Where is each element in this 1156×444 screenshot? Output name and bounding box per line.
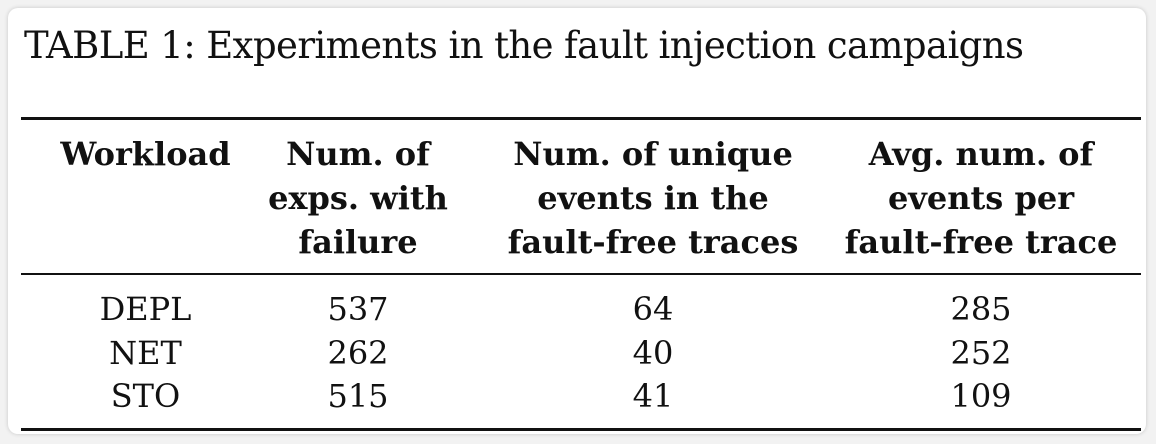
- header-line: exps. with: [268, 179, 448, 217]
- table-caption: TABLE 1: Experiments in the fault inject…: [24, 24, 1024, 67]
- header-line: fault-free trace: [844, 223, 1118, 261]
- cell-avg-events: 285: [950, 290, 1012, 328]
- cell-avg-events: 109: [950, 377, 1012, 415]
- header-line: events per: [887, 179, 1075, 217]
- cell-num-exps: 537: [327, 290, 389, 328]
- header-line: events in the: [537, 179, 769, 217]
- table-row: DEPL 537 64 285: [8, 287, 1146, 331]
- cell-num-exps: 515: [327, 377, 389, 415]
- cell-workload: NET: [109, 334, 182, 372]
- header-line: fault-free traces: [507, 223, 799, 261]
- bottom-rule: [21, 428, 1141, 431]
- header-line: Avg. num. of: [868, 135, 1094, 173]
- top-rule: [21, 117, 1141, 120]
- cell-unique-events: 40: [632, 334, 674, 372]
- cell-unique-events: 64: [632, 290, 674, 328]
- header-line: Num. of unique: [513, 135, 793, 173]
- table-card: TABLE 1: Experiments in the fault inject…: [8, 8, 1146, 434]
- header-rule: [21, 273, 1141, 275]
- header-line: Num. of: [286, 135, 430, 173]
- header-unique-events: Num. of unique events in the fault-free …: [503, 132, 803, 264]
- table-row: STO 515 41 109: [8, 374, 1146, 418]
- cell-avg-events: 252: [950, 334, 1012, 372]
- header-line: failure: [298, 223, 418, 261]
- cell-workload: DEPL: [99, 290, 192, 328]
- header-workload: Workload: [38, 132, 253, 176]
- cell-workload: STO: [110, 377, 181, 415]
- header-num-exps: Num. of exps. with failure: [258, 132, 458, 264]
- header-avg-events: Avg. num. of events per fault-free trace: [836, 132, 1126, 264]
- cell-unique-events: 41: [632, 377, 674, 415]
- table-row: NET 262 40 252: [8, 331, 1146, 375]
- cell-num-exps: 262: [327, 334, 389, 372]
- header-line: Workload: [60, 135, 231, 173]
